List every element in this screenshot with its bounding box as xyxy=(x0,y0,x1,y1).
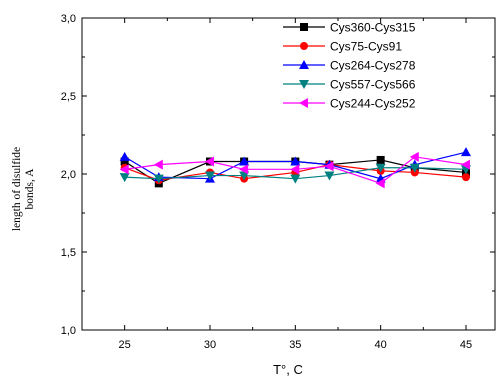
y-tick-label: 2,5 xyxy=(61,91,76,103)
data-point xyxy=(290,164,300,175)
x-axis-title: T°, C xyxy=(273,362,303,377)
tick-labels: 25 30 35 40 45 1,0 1,5 2,0 2,5 3,0 xyxy=(61,13,472,351)
legend-label: Cys360-Cys315 xyxy=(330,21,416,35)
data-point xyxy=(239,156,250,166)
y-tick-label: 1,0 xyxy=(61,325,76,337)
x-tick-label: 30 xyxy=(204,339,216,351)
legend-label: Cys557-Cys566 xyxy=(330,78,416,92)
data-point xyxy=(153,159,163,170)
y-axis-title-line2: bonds, A xyxy=(24,168,36,210)
data-point xyxy=(239,171,250,181)
y-tick-label: 3,0 xyxy=(61,13,76,25)
legend-entry: Cys75-Cys91 xyxy=(283,40,402,54)
legend-entry: Cys557-Cys566 xyxy=(283,78,416,92)
data-point xyxy=(204,171,215,181)
data-point xyxy=(290,156,301,166)
data-point xyxy=(119,164,129,175)
data-point xyxy=(153,174,164,184)
data-series xyxy=(119,147,471,189)
data-point xyxy=(409,163,420,173)
legend-entry: Cys264-Cys278 xyxy=(283,59,416,73)
data-point xyxy=(461,173,470,182)
data-point xyxy=(324,161,334,172)
data-point xyxy=(460,147,471,157)
data-point xyxy=(290,174,301,184)
data-point xyxy=(239,164,249,175)
legend-marker xyxy=(300,42,308,50)
data-point xyxy=(375,178,385,189)
x-tick-label: 40 xyxy=(375,339,387,351)
data-point xyxy=(375,163,386,173)
data-point xyxy=(460,159,470,170)
data-point xyxy=(119,151,130,161)
data-point xyxy=(120,157,129,166)
legend-label: Cys244-Cys252 xyxy=(330,97,416,111)
legend-entry: Cys360-Cys315 xyxy=(283,21,416,35)
x-tick-label: 45 xyxy=(460,339,472,351)
legend-label: Cys75-Cys91 xyxy=(330,40,402,54)
legend-marker xyxy=(299,80,309,89)
data-point xyxy=(324,171,335,181)
y-tick-label: 1,5 xyxy=(61,247,76,259)
legend-marker xyxy=(299,60,309,69)
data-point xyxy=(376,155,385,164)
legend-label: Cys264-Cys278 xyxy=(330,59,416,73)
y-tick-label: 2,0 xyxy=(61,169,76,181)
series-3 xyxy=(119,163,471,184)
tick-marks xyxy=(82,17,495,331)
legend-marker xyxy=(299,98,308,108)
x-tick-label: 25 xyxy=(119,339,131,351)
data-point xyxy=(119,173,130,183)
y-axis-title-line1: length of disulfide xyxy=(11,147,23,231)
series-4 xyxy=(119,151,470,189)
data-point xyxy=(204,156,214,167)
legend-marker xyxy=(300,23,308,31)
data-point xyxy=(409,151,419,162)
legend: Cys360-Cys315 Cys75-Cys91 Cys264-Cys278 Cys… xyxy=(283,21,416,111)
legend-entry: Cys244-Cys252 xyxy=(283,97,416,111)
x-tick-label: 35 xyxy=(289,339,301,351)
